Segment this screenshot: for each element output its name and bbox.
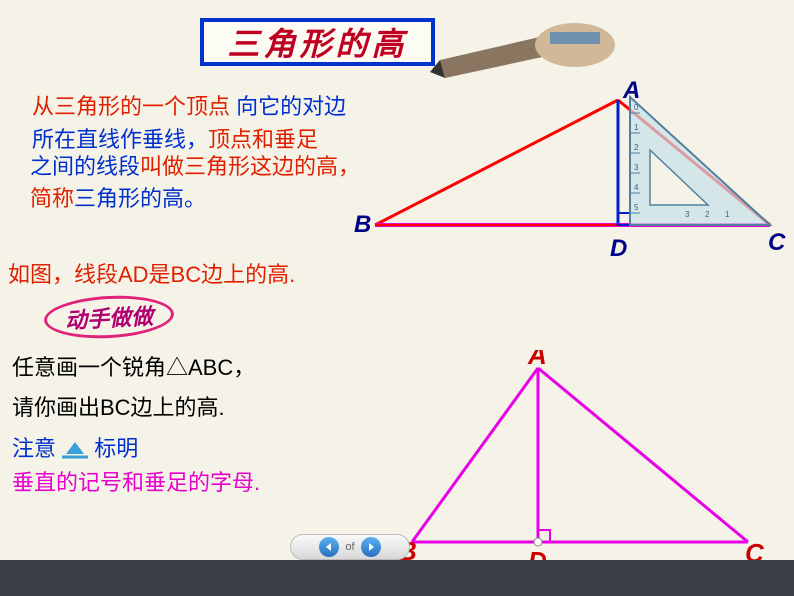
chevron-right-icon xyxy=(366,542,376,552)
label-D: D xyxy=(610,235,627,262)
perpendicular-marker-icon xyxy=(62,440,88,460)
svg-text:5: 5 xyxy=(634,203,639,212)
paragraph-6: 注意 标明 xyxy=(12,432,138,465)
diagram-1: 0 1 2 3 4 5 1 2 3 A B C D xyxy=(350,80,790,280)
svg-text:3: 3 xyxy=(634,163,639,172)
slide-nav: of xyxy=(290,534,410,560)
label-A: A xyxy=(622,80,640,104)
paragraph-3: 简称三角形的高。 xyxy=(30,182,206,215)
paragraph-4: 如图，线段AD是BC边上的高. xyxy=(8,258,295,291)
svg-text:2: 2 xyxy=(634,143,639,152)
next-slide-button[interactable] xyxy=(361,537,381,557)
svg-text:1: 1 xyxy=(634,123,639,132)
paragraph-1: 从三角形的一个顶点 向它的对边 所在直线作垂线，顶点和垂足 xyxy=(32,90,346,156)
svg-text:4: 4 xyxy=(634,183,639,192)
bottom-bar xyxy=(0,560,794,596)
svg-text:1: 1 xyxy=(725,210,730,219)
title-box: 三角形的高 xyxy=(200,18,435,66)
chevron-left-icon xyxy=(324,542,334,552)
label-A2: A xyxy=(527,350,547,370)
svg-text:0: 0 xyxy=(634,103,639,112)
nav-of-label: of xyxy=(345,541,354,553)
paragraph-7: 垂直的记号和垂足的字母. xyxy=(12,466,260,499)
activity-text: 动手做做 xyxy=(64,304,153,334)
label-B: B xyxy=(354,211,371,238)
activity-badge: 动手做做 xyxy=(43,293,175,342)
diagram-2: A B C D xyxy=(380,350,780,580)
label-C: C xyxy=(768,229,786,256)
svg-text:2: 2 xyxy=(705,210,710,219)
paragraph-5: 任意画一个锐角△ABC， 请你画出BC边上的高. xyxy=(12,348,255,427)
page-title: 三角形的高 xyxy=(227,19,407,65)
prev-slide-button[interactable] xyxy=(319,537,339,557)
svg-text:3: 3 xyxy=(685,210,690,219)
paragraph-2: 之间的线段叫做三角形这边的高， xyxy=(30,150,360,183)
